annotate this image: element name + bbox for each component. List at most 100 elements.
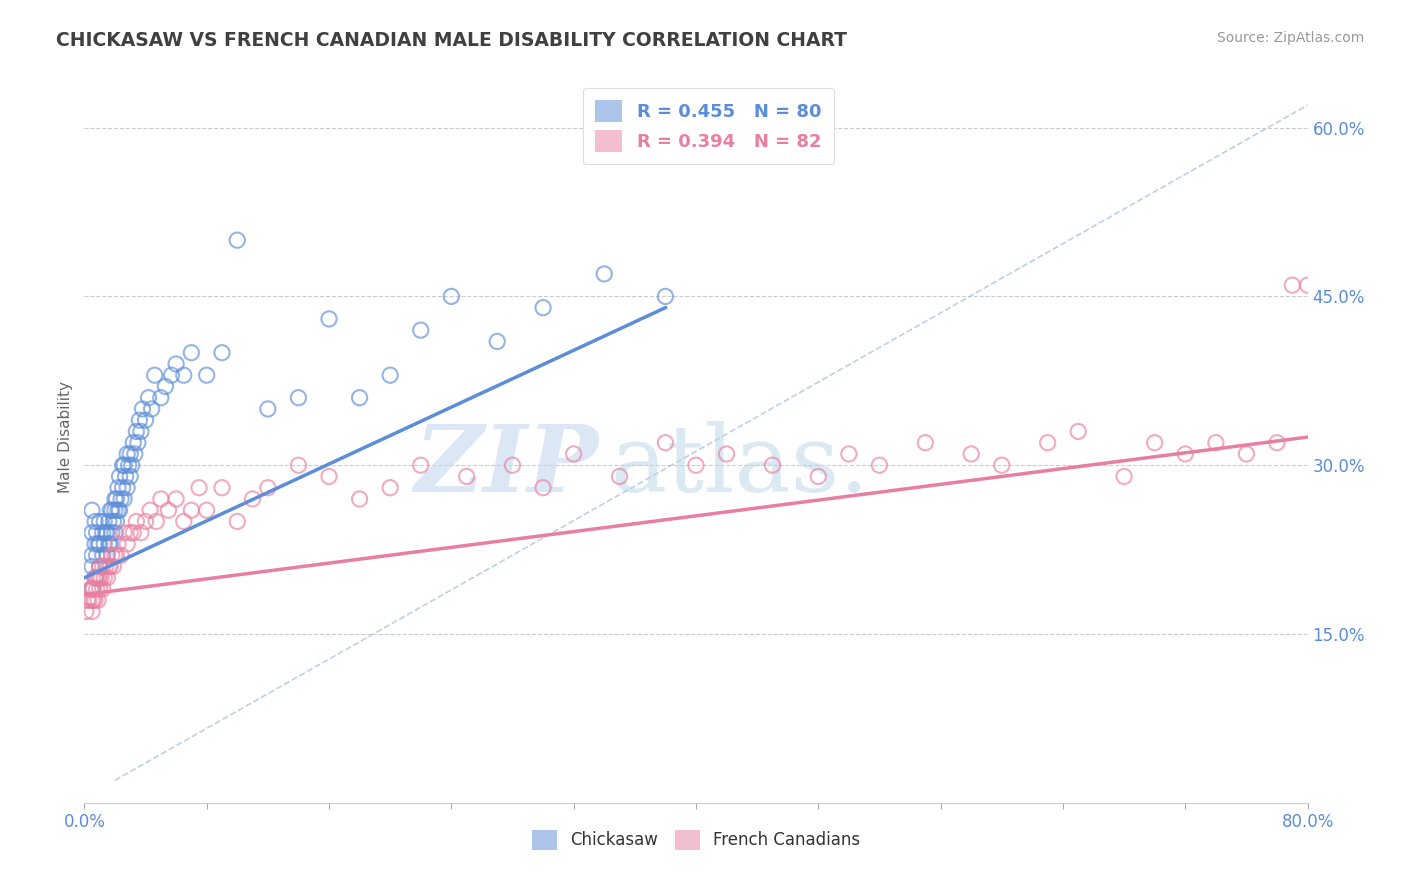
Point [107, 537, 129, 551]
Point [869, 458, 891, 473]
Point [914, 435, 936, 450]
Point [97, 559, 120, 574]
Point [486, 334, 509, 349]
Point [77, 593, 100, 607]
Point [76, 593, 98, 607]
Point [80, 582, 103, 596]
Point [80, 548, 103, 562]
Point [86, 571, 108, 585]
Point [124, 447, 146, 461]
Point [89, 571, 111, 585]
Point [120, 525, 142, 540]
Point [75, 605, 97, 619]
Point [87, 571, 110, 585]
Point [502, 458, 524, 473]
Point [1281, 278, 1303, 293]
Point [104, 503, 127, 517]
Point [593, 267, 616, 281]
Point [1114, 469, 1136, 483]
Point [89, 559, 111, 574]
Point [180, 503, 202, 517]
Point [104, 525, 127, 540]
Point [91, 559, 114, 574]
Point [1143, 435, 1166, 450]
Point [108, 503, 131, 517]
Point [83, 582, 105, 596]
Point [1067, 425, 1090, 439]
Point [80, 525, 103, 540]
Point [287, 391, 309, 405]
Point [211, 481, 233, 495]
Point [685, 458, 707, 473]
Point [165, 357, 187, 371]
Point [96, 571, 118, 585]
Point [84, 515, 107, 529]
Point [108, 469, 131, 483]
Point [409, 323, 432, 337]
Point [242, 491, 264, 506]
Point [173, 515, 195, 529]
Point [101, 503, 124, 517]
Point [318, 469, 340, 483]
Point [94, 525, 117, 540]
Point [83, 593, 105, 607]
Point [89, 559, 111, 574]
Point [93, 515, 115, 529]
Point [409, 458, 432, 473]
Point [112, 458, 135, 473]
Point [761, 458, 783, 473]
Point [149, 491, 172, 506]
Point [93, 537, 115, 551]
Point [120, 447, 142, 461]
Point [79, 582, 101, 596]
Point [118, 458, 141, 473]
Point [98, 537, 121, 551]
Point [91, 548, 114, 562]
Point [129, 425, 152, 439]
Point [157, 503, 180, 517]
Point [380, 368, 402, 383]
Point [105, 491, 128, 506]
Point [716, 447, 738, 461]
Legend: Chickasaw, French Canadians: Chickasaw, French Canadians [524, 823, 868, 856]
Point [257, 401, 280, 416]
Point [145, 515, 167, 529]
Point [226, 515, 249, 529]
Point [1174, 447, 1197, 461]
Point [103, 515, 125, 529]
Point [188, 481, 211, 495]
Point [257, 481, 280, 495]
Point [93, 571, 115, 585]
Point [111, 481, 134, 495]
Point [991, 458, 1014, 473]
Point [86, 525, 108, 540]
Point [131, 401, 153, 416]
Point [349, 391, 371, 405]
Point [318, 312, 340, 326]
Point [135, 413, 157, 427]
Point [110, 548, 132, 562]
Point [122, 525, 145, 540]
Point [380, 481, 402, 495]
Point [127, 435, 149, 450]
Text: atlas.: atlas. [610, 421, 869, 511]
Point [195, 368, 218, 383]
Point [101, 525, 124, 540]
Point [195, 503, 218, 517]
Point [84, 571, 107, 585]
Point [149, 391, 172, 405]
Y-axis label: Male Disability: Male Disability [58, 381, 73, 493]
Point [80, 605, 103, 619]
Point [160, 368, 183, 383]
Point [128, 413, 150, 427]
Point [98, 503, 121, 517]
Point [80, 503, 103, 517]
Point [89, 537, 111, 551]
Point [96, 548, 118, 562]
Point [112, 491, 135, 506]
Point [287, 458, 309, 473]
Point [97, 515, 120, 529]
Point [89, 582, 111, 596]
Point [115, 537, 138, 551]
Point [654, 289, 676, 303]
